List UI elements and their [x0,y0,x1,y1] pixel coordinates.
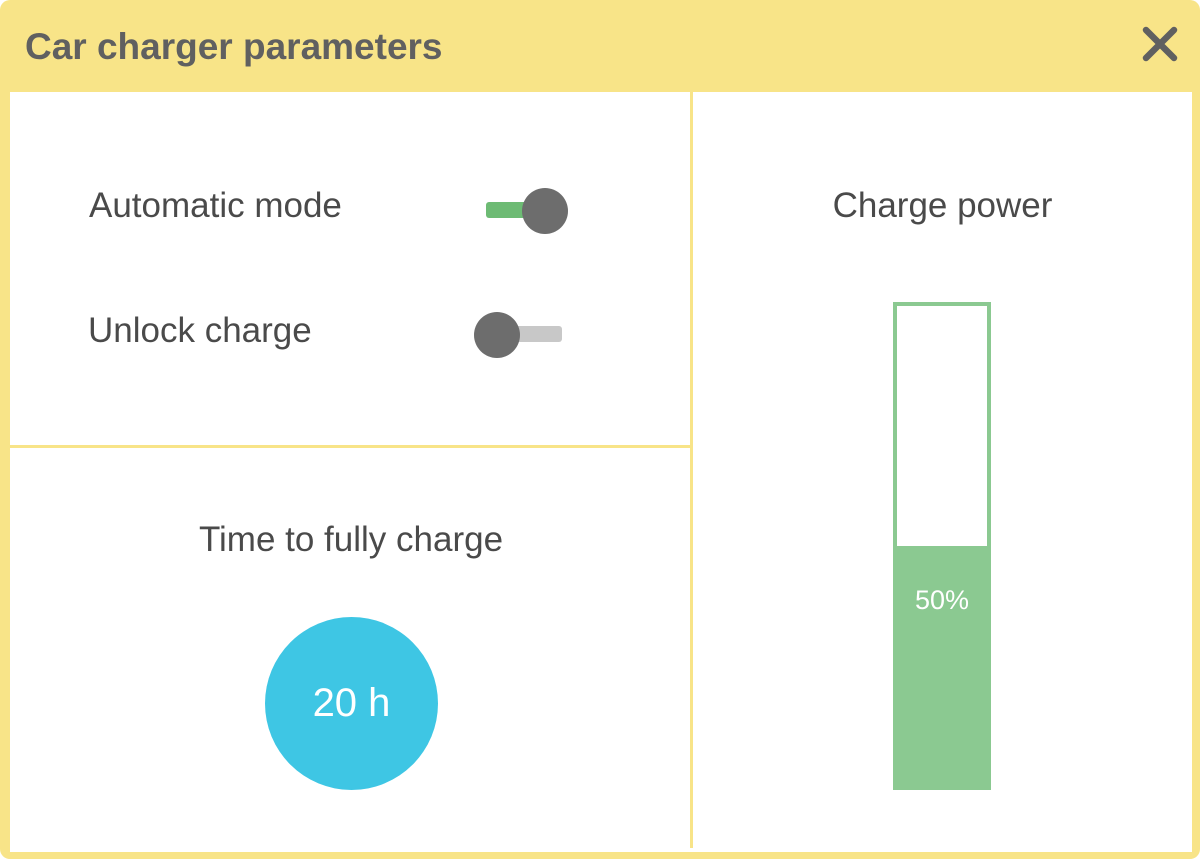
charge-power-value: 50% [914,585,970,615]
unlock-charge-label: Unlock charge [88,311,312,350]
automatic-mode-toggle-knob[interactable] [522,188,568,234]
dialog-content: Automatic mode Unlock charge Time to ful… [10,92,1192,852]
time-to-charge-circle: 20 h [265,617,438,790]
charge-power-label: Charge power [832,186,1053,225]
unlock-charge-toggle-knob[interactable] [474,312,520,358]
unlock-charge-toggle[interactable] [474,310,570,358]
dialog-title: Car charger parameters [25,26,443,67]
horizontal-divider [10,445,692,448]
charge-power-bar: 50% [893,302,991,790]
time-to-charge-value: 20 h [312,681,391,725]
dialog-titlebar: Car charger parameters [0,0,1200,92]
vertical-divider [690,92,693,848]
close-icon [1142,26,1178,62]
charge-power-fill [897,546,987,786]
close-button[interactable] [1136,20,1184,68]
time-to-charge-label: Time to fully charge [198,520,504,559]
automatic-mode-toggle[interactable] [482,186,574,234]
automatic-mode-label: Automatic mode [89,186,342,225]
